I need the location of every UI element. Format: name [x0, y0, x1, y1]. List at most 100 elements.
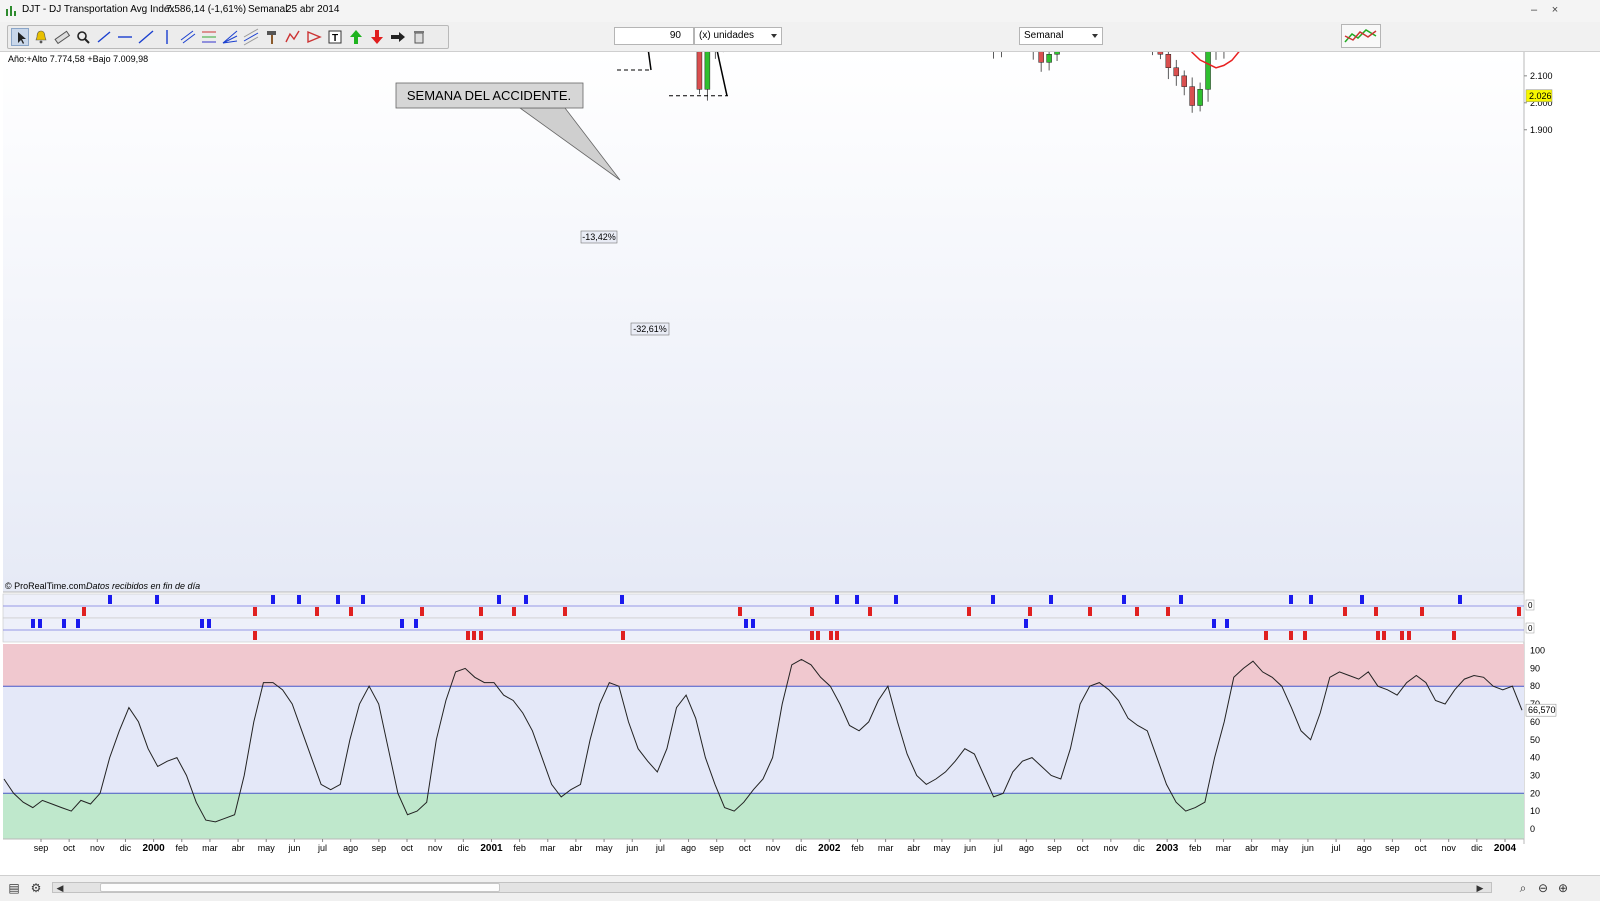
overbought-zone — [3, 644, 1524, 687]
month-label: nov — [766, 843, 781, 853]
month-label: dic — [795, 843, 807, 853]
buy-arrow-icon[interactable] — [347, 28, 365, 46]
date-label: 25 abr 2014 — [286, 4, 340, 15]
minimize-button[interactable]: – — [1530, 4, 1538, 16]
signal-zero-label: 0 — [1528, 601, 1533, 610]
pattern-icon[interactable] — [284, 28, 302, 46]
scroll-track[interactable] — [52, 882, 1492, 893]
buy-signal — [1122, 595, 1126, 604]
horizontal-line-icon[interactable] — [116, 28, 134, 46]
buy-signal — [855, 595, 859, 604]
date-axis: sep oct nov dic 2000 feb mar abr may jun jul ago sep… — [3, 838, 1524, 854]
month-label: jun — [625, 843, 638, 853]
buy-signal — [155, 595, 159, 604]
source-credit: © ProRealTime.com — [5, 581, 86, 591]
month-label: oct — [1415, 843, 1428, 853]
buy-signal — [1225, 619, 1229, 628]
drawings-layer: SEMANA DEL ACCIDENTE. -13,42% -32,61% — [395, 0, 728, 336]
stochastic-tick-label: 40 — [1530, 753, 1540, 763]
fan-icon[interactable] — [221, 28, 239, 46]
price-tick-label: 1.900 — [1530, 125, 1553, 135]
sell-signal — [810, 631, 814, 640]
sell-signal — [829, 631, 833, 640]
buy-signal — [894, 595, 898, 604]
right-arrow-icon[interactable] — [389, 28, 407, 46]
hammer-icon[interactable] — [263, 28, 281, 46]
buy-signal — [1049, 595, 1053, 604]
sell-signal — [1166, 607, 1170, 616]
zoom-icon[interactable]: ⌕ — [1519, 881, 1527, 895]
app-logo-icon — [6, 6, 16, 16]
signal-zero-box — [1525, 622, 1535, 634]
month-label: may — [258, 843, 276, 853]
source-note: Datos recibidos en fin de día — [86, 581, 200, 591]
timeframe-dropdown[interactable]: Semanal — [1019, 27, 1103, 45]
chart-panel: Año:+Alto 7.774,58 +Bajo 7.009,98 © ProR… — [0, 0, 1600, 872]
month-label: sep — [372, 843, 387, 853]
alert-bell-icon[interactable] — [32, 28, 50, 46]
chart-style-button[interactable] — [1341, 24, 1381, 48]
bull-candle — [1205, 32, 1211, 90]
sell-signal — [1088, 607, 1092, 616]
chart-svg[interactable]: Año:+Alto 7.774,58 +Bajo 7.009,98 © ProR… — [0, 0, 1600, 872]
price-tick-label: 2.100 — [1530, 71, 1553, 81]
sell-signal — [810, 607, 814, 616]
sell-signal — [738, 607, 742, 616]
bear-candle — [1157, 48, 1164, 55]
month-label: nov — [428, 843, 443, 853]
trendline-icon[interactable] — [95, 28, 113, 46]
stochastic-tick-label: 100 — [1530, 646, 1545, 656]
scroll-left-icon[interactable]: ◀ — [56, 883, 64, 893]
sell-signal — [1028, 607, 1032, 616]
price-tick-label: 2.000 — [1530, 98, 1553, 108]
units-input[interactable]: 90 — [614, 27, 694, 45]
trash-icon[interactable] — [410, 28, 428, 46]
zoom-in-icon[interactable]: ⊕ — [1557, 881, 1569, 895]
zoom-tool-icon[interactable] — [74, 28, 92, 46]
triangle-icon[interactable] — [305, 28, 323, 46]
neutral-zone — [3, 686, 1524, 794]
scroll-right-icon[interactable]: ▶ — [1476, 883, 1484, 893]
ruler-icon[interactable] — [53, 28, 71, 46]
buy-signal — [271, 595, 275, 604]
month-label: dic — [1471, 843, 1483, 853]
sell-signal — [1517, 607, 1521, 616]
close-button[interactable]: × — [1551, 4, 1559, 16]
regression-icon[interactable] — [242, 28, 260, 46]
scroll-thumb[interactable] — [100, 883, 500, 892]
year-label: 2002 — [818, 843, 841, 854]
ray-icon[interactable] — [137, 28, 155, 46]
channel-icon[interactable] — [179, 28, 197, 46]
buy-signal — [1212, 619, 1216, 628]
buy-signal — [400, 619, 404, 628]
text-tool-icon[interactable]: T — [326, 28, 344, 46]
month-label: sep — [1385, 843, 1400, 853]
vertical-line-icon[interactable] — [158, 28, 176, 46]
drawing-toolbar: T 90 (x) unidades Semanal — [0, 22, 1600, 52]
buy-signal — [497, 595, 501, 604]
price-tick-label: 2.200 — [1530, 52, 1553, 54]
chart-settings-icon[interactable]: ▤ — [8, 881, 20, 895]
fibonacci-icon[interactable] — [200, 28, 218, 46]
bull-candle — [1046, 54, 1052, 63]
month-label: feb — [176, 843, 189, 853]
callout-box — [395, 82, 584, 109]
sell-arrow-icon[interactable] — [368, 28, 386, 46]
month-label: nov — [90, 843, 105, 853]
signal-zero-box — [1525, 599, 1535, 611]
sell-signal — [621, 631, 625, 640]
signals-panel: 00 — [2, 593, 1535, 643]
stochastic-tick-label: 90 — [1530, 663, 1540, 673]
zoom-out-icon[interactable]: ⊖ — [1537, 881, 1549, 895]
month-label: ago — [343, 843, 358, 853]
month-label: mar — [540, 843, 556, 853]
buy-signal — [108, 595, 112, 604]
month-label: feb — [851, 843, 864, 853]
pointer-tool-icon[interactable] — [11, 28, 29, 46]
month-label: feb — [1189, 843, 1202, 853]
sell-signal — [466, 631, 470, 640]
indicator-icon[interactable]: ⚙ — [30, 881, 42, 895]
stochastic-tick-label: 20 — [1530, 788, 1540, 798]
units-dropdown[interactable]: (x) unidades — [694, 27, 782, 45]
sell-signal — [1264, 631, 1268, 640]
